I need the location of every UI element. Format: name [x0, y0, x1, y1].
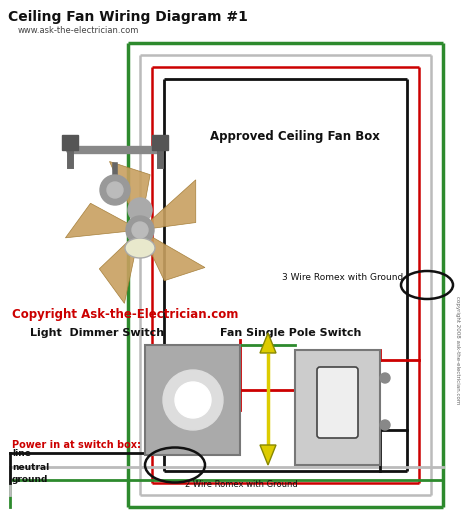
Text: Ceiling Fan Wiring Diagram #1: Ceiling Fan Wiring Diagram #1	[8, 10, 248, 24]
Circle shape	[132, 222, 148, 238]
Text: Copyright Ask-the-Electrician.com: Copyright Ask-the-Electrician.com	[12, 308, 238, 321]
Polygon shape	[65, 203, 140, 238]
Polygon shape	[140, 180, 196, 230]
Text: Power in at switch box:: Power in at switch box:	[12, 440, 141, 450]
Polygon shape	[99, 230, 140, 303]
FancyBboxPatch shape	[317, 367, 358, 438]
Text: Approved Ceiling Fan Box: Approved Ceiling Fan Box	[210, 130, 380, 143]
Text: neutral: neutral	[12, 462, 49, 471]
Text: www.ask-the-electrician.com: www.ask-the-electrician.com	[18, 26, 139, 35]
Text: 3 Wire Romex with Ground: 3 Wire Romex with Ground	[282, 272, 403, 281]
Circle shape	[128, 198, 152, 222]
Ellipse shape	[125, 238, 155, 258]
Bar	[295, 350, 380, 465]
Circle shape	[107, 182, 123, 198]
Polygon shape	[140, 230, 205, 281]
Circle shape	[100, 175, 130, 205]
Polygon shape	[260, 333, 276, 353]
Bar	[145, 345, 240, 455]
Bar	[152, 135, 168, 150]
Text: Fan Single Pole Switch: Fan Single Pole Switch	[220, 328, 361, 338]
Polygon shape	[109, 162, 150, 230]
Circle shape	[380, 373, 390, 383]
Text: ground: ground	[12, 476, 48, 485]
Text: copyright 2008 ask-the-electrician.com: copyright 2008 ask-the-electrician.com	[456, 296, 461, 404]
Circle shape	[126, 216, 154, 244]
Circle shape	[175, 382, 211, 418]
Text: 2 Wire Romex with Ground: 2 Wire Romex with Ground	[185, 480, 298, 489]
Bar	[62, 135, 78, 150]
Circle shape	[163, 370, 223, 430]
Text: line: line	[12, 448, 31, 458]
Polygon shape	[260, 445, 276, 465]
Text: Light  Dimmer Switch: Light Dimmer Switch	[30, 328, 164, 338]
Circle shape	[380, 420, 390, 430]
